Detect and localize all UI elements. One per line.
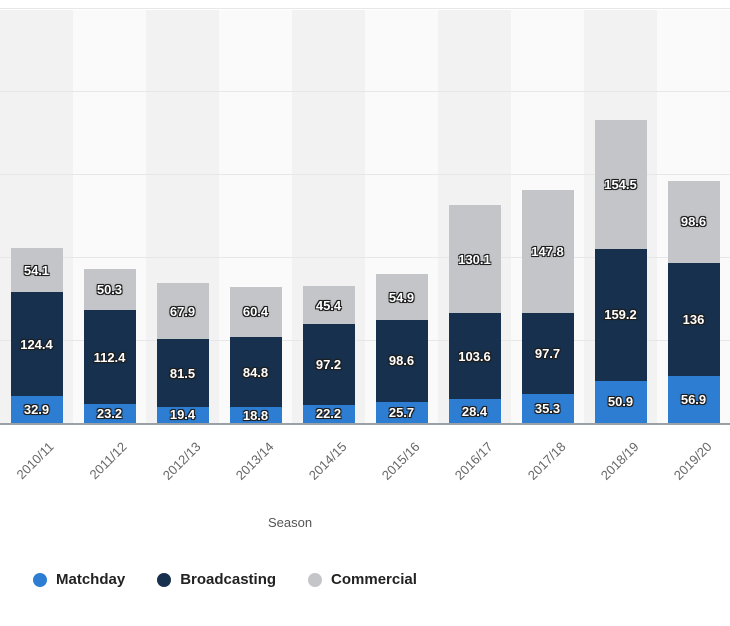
x-tick-label: 2015/16	[378, 439, 423, 483]
segment-value-label: 154.5	[604, 177, 637, 193]
segment-value-label: 67.9	[169, 303, 196, 319]
x-tick-label: 2019/20	[670, 439, 715, 483]
bar-segment-matchday[interactable]: 50.9	[594, 380, 647, 423]
bar-segment-matchday[interactable]: 25.7	[375, 401, 428, 423]
bar-2015-16: 25.7 98.6 54.9	[375, 274, 428, 423]
bar-segment-matchday[interactable]: 32.9	[10, 395, 63, 423]
gridline	[0, 257, 730, 258]
segment-value-label: 130.1	[458, 251, 491, 267]
bar-segment-commercial[interactable]: 67.9	[156, 282, 209, 340]
x-axis-tick-layer: 2010/11 2011/12 2012/13 2013/14 2014/15 2015/…	[0, 427, 730, 507]
bar-segment-matchday[interactable]: 28.4	[448, 399, 501, 423]
segment-value-label: 159.2	[604, 307, 637, 323]
segment-value-label: 136	[682, 311, 705, 327]
chart-legend: Matchday Broadcasting Commercial	[33, 571, 417, 588]
bar-2017-18: 35.3 97.7 147.8	[521, 189, 574, 423]
matchday-legend-dot-icon	[33, 572, 47, 587]
bar-segment-commercial[interactable]: 60.4	[229, 286, 282, 338]
segment-value-label: 22.2	[315, 406, 342, 422]
bar-segment-matchday[interactable]: 35.3	[521, 393, 574, 423]
bar-segment-broadcasting[interactable]: 159.2	[594, 248, 647, 381]
x-tick-label: 2010/11	[13, 439, 58, 483]
segment-value-label: 23.2	[96, 405, 123, 421]
bar-segment-commercial[interactable]: 154.5	[594, 120, 647, 249]
bar-2011-12: 23.2 112.4 50.3	[83, 268, 136, 423]
segment-value-label: 56.9	[680, 391, 707, 407]
segment-value-label: 54.1	[23, 262, 50, 278]
legend-item-commercial[interactable]: Commercial	[308, 571, 417, 588]
bar-segment-matchday[interactable]: 23.2	[83, 403, 136, 423]
bar-segment-commercial[interactable]: 50.3	[83, 268, 136, 311]
x-tick-label: 2018/19	[597, 439, 642, 483]
bar-segment-commercial[interactable]: 98.6	[667, 181, 720, 263]
bar-segment-broadcasting[interactable]: 84.8	[229, 337, 282, 408]
bar-2016-17: 28.4 103.6 130.1	[448, 205, 501, 423]
bar-segment-broadcasting[interactable]: 124.4	[10, 292, 63, 396]
bar-2014-15: 22.2 97.2 45.4	[302, 286, 355, 423]
x-tick-label: 2017/18	[524, 439, 569, 483]
segment-value-label: 35.3	[534, 400, 561, 416]
x-tick-label: 2011/12	[86, 439, 131, 483]
segment-value-label: 54.9	[388, 289, 415, 305]
bar-2013-14: 18.8 84.8 60.4	[229, 286, 282, 423]
bar-segment-matchday[interactable]: 56.9	[667, 375, 720, 423]
segment-value-label: 98.6	[680, 214, 707, 230]
segment-value-label: 18.8	[242, 407, 269, 423]
segment-value-label: 124.4	[20, 336, 53, 352]
bar-segment-commercial[interactable]: 147.8	[521, 189, 574, 313]
bar-segment-commercial[interactable]: 130.1	[448, 205, 501, 314]
segment-value-label: 50.3	[96, 282, 123, 298]
bar-segment-broadcasting[interactable]: 136	[667, 262, 720, 376]
segment-value-label: 28.4	[461, 403, 488, 419]
segment-value-label: 103.6	[458, 348, 491, 364]
bar-2019-20: 56.9 136 98.6	[667, 181, 720, 423]
segment-value-label: 112.4	[93, 349, 126, 365]
gridline	[0, 8, 730, 9]
segment-value-label: 98.6	[388, 353, 415, 369]
segment-value-label: 25.7	[388, 404, 415, 420]
segment-value-label: 45.4	[315, 297, 342, 313]
bar-segment-broadcasting[interactable]: 98.6	[375, 319, 428, 402]
gridline	[0, 91, 730, 92]
segment-value-label: 32.9	[23, 401, 50, 417]
plot-area: 32.9 124.4 54.1 23.2 112.4 50.3 19.4 81.5 67.9 18…	[0, 8, 730, 425]
bar-segment-matchday[interactable]: 22.2	[302, 404, 355, 423]
segment-value-label: 84.8	[242, 364, 269, 380]
legend-label: Commercial	[331, 571, 417, 588]
legend-label: Matchday	[56, 571, 126, 588]
bar-segment-broadcasting[interactable]: 97.2	[302, 323, 355, 405]
segment-value-label: 81.5	[169, 365, 196, 381]
segment-value-label: 97.7	[534, 345, 561, 361]
segment-value-label: 50.9	[607, 394, 634, 410]
legend-label: Broadcasting	[180, 571, 277, 588]
bar-2012-13: 19.4 81.5 67.9	[156, 282, 209, 423]
bar-segment-matchday[interactable]: 19.4	[156, 406, 209, 423]
x-tick-label: 2013/14	[232, 439, 277, 483]
bar-segment-broadcasting[interactable]: 81.5	[156, 339, 209, 407]
bar-segment-commercial[interactable]: 54.9	[375, 274, 428, 320]
commercial-legend-dot-icon	[308, 572, 323, 587]
segment-value-label: 19.4	[169, 407, 196, 423]
x-tick-label: 2016/17	[451, 439, 496, 483]
x-axis-title: Season	[267, 515, 313, 530]
legend-item-broadcasting[interactable]: Broadcasting	[157, 571, 276, 588]
x-tick-label: 2014/15	[305, 439, 350, 483]
bar-segment-broadcasting[interactable]: 97.7	[521, 312, 574, 394]
segment-value-label: 147.8	[531, 243, 564, 259]
bar-segment-broadcasting[interactable]: 103.6	[448, 313, 501, 400]
bar-segment-matchday[interactable]: 18.8	[229, 407, 282, 423]
gridline	[0, 174, 730, 175]
bar-2010-11: 32.9 124.4 54.1	[10, 247, 63, 423]
segment-value-label: 97.2	[315, 356, 342, 372]
x-tick-label: 2012/13	[159, 439, 204, 483]
legend-item-matchday[interactable]: Matchday	[33, 571, 125, 588]
bar-segment-commercial[interactable]: 45.4	[302, 286, 355, 324]
segment-value-label: 60.4	[242, 304, 269, 320]
bar-2018-19: 50.9 159.2 154.5	[594, 120, 647, 423]
bar-segment-broadcasting[interactable]: 112.4	[83, 310, 136, 404]
broadcasting-legend-dot-icon	[157, 572, 172, 587]
gridline	[0, 340, 730, 341]
bar-segment-commercial[interactable]: 54.1	[10, 247, 63, 293]
